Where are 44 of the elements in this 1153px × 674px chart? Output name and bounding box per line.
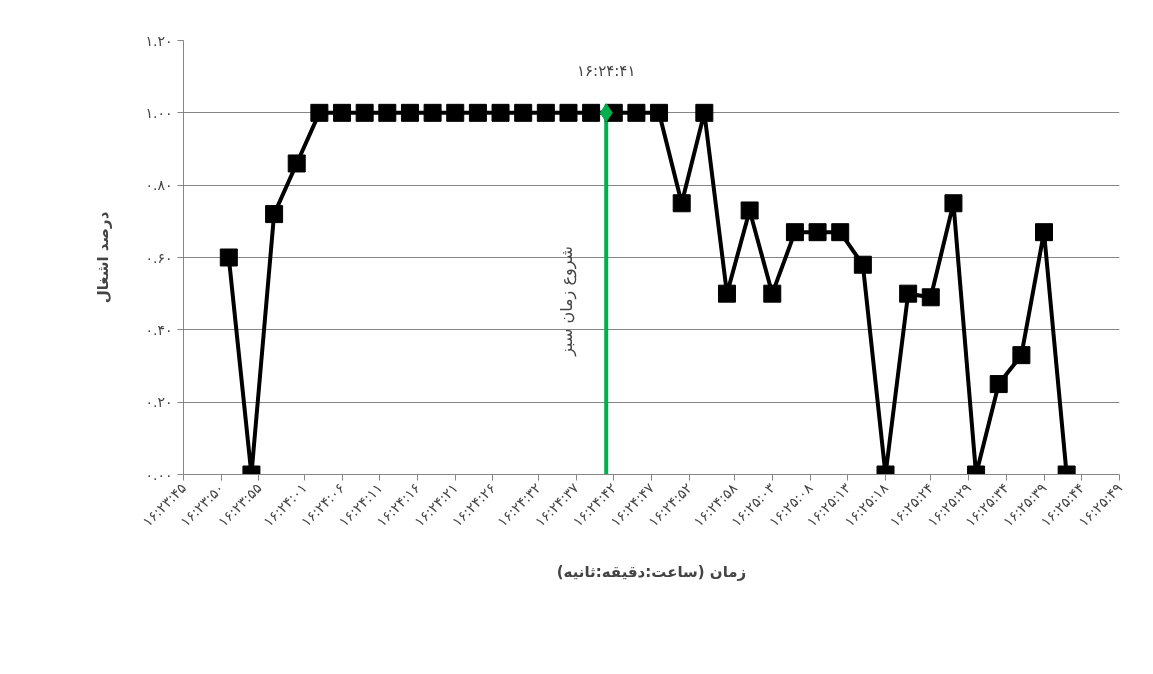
y-tick-label: ۱.۰۰ (145, 104, 173, 121)
point (468, 103, 487, 122)
y-tick-label: ۱.۲۰ (145, 32, 173, 49)
point (400, 103, 419, 122)
point (310, 103, 329, 122)
point (717, 284, 736, 303)
annotation: ۱۶:۲۴:۴۱ (576, 61, 636, 80)
point (536, 103, 555, 122)
y-tick-label: ۰.۴۰ (145, 321, 173, 338)
point (921, 288, 940, 307)
point (785, 223, 804, 242)
point (446, 103, 465, 122)
point (491, 103, 510, 122)
point (378, 103, 397, 122)
point (287, 154, 306, 173)
point (808, 223, 827, 242)
point (514, 103, 533, 122)
y-tick-label: ۰.۰۰ (145, 466, 173, 483)
y-tick-label: ۰.۲۰ (145, 394, 173, 411)
y-tick-label: ۰.۶۰ (145, 249, 173, 266)
point (559, 103, 578, 122)
point (582, 103, 601, 122)
point (219, 248, 238, 267)
point (899, 284, 918, 303)
point (740, 201, 759, 220)
y-axis-title: درصد اشغال (94, 211, 113, 304)
point (763, 284, 782, 303)
y-tick-label: ۰.۸۰ (145, 177, 173, 194)
point (1012, 346, 1031, 365)
point (265, 205, 284, 224)
x-axis-title: زمان (ساعت:دقیقه:ثانیه) (556, 563, 747, 582)
point (944, 194, 963, 213)
ref-line-label: شروع زمان سبز (556, 246, 577, 357)
point (853, 255, 872, 274)
point (831, 223, 850, 242)
point (355, 103, 374, 122)
point (423, 103, 442, 122)
point (333, 103, 352, 122)
point (650, 103, 669, 122)
point (672, 194, 691, 213)
point (1035, 223, 1054, 242)
point (627, 103, 646, 122)
point (695, 103, 714, 122)
point (989, 375, 1008, 394)
